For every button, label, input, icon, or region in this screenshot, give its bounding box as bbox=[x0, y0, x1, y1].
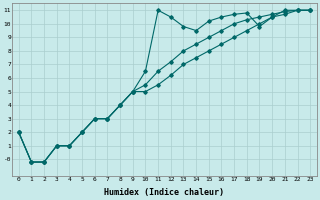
X-axis label: Humidex (Indice chaleur): Humidex (Indice chaleur) bbox=[104, 188, 224, 197]
